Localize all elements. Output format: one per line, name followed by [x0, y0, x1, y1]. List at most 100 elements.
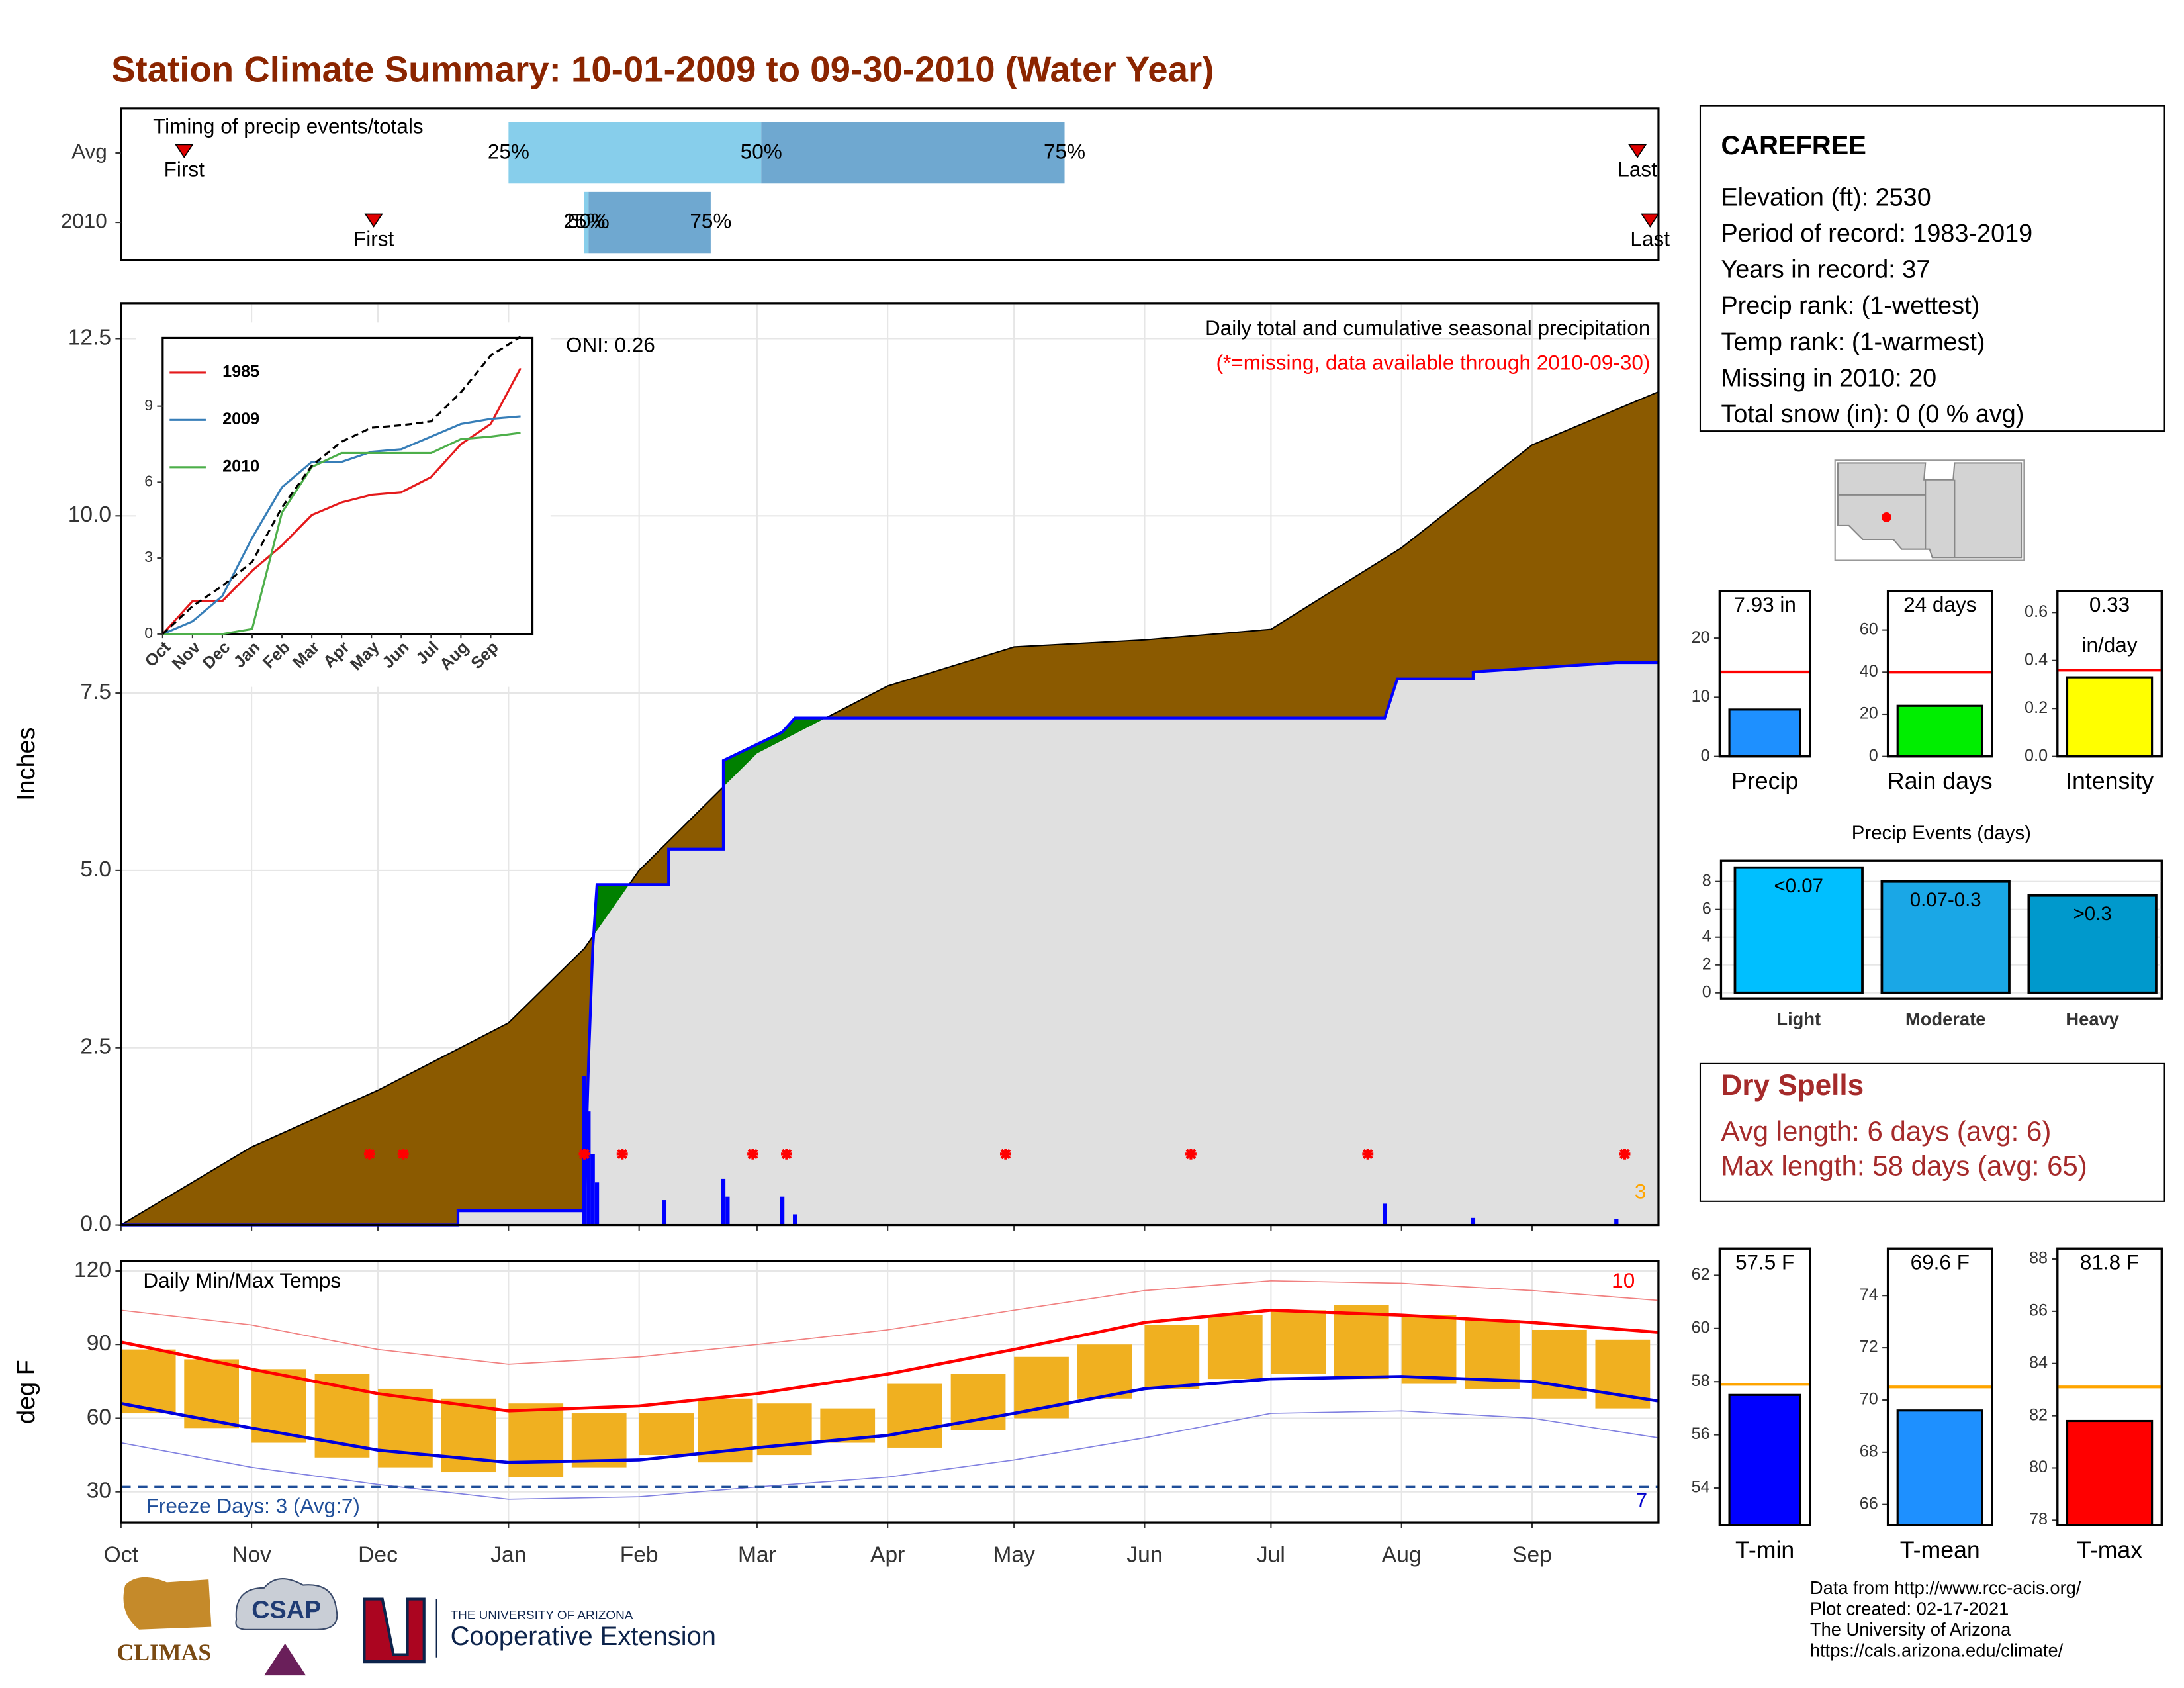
quartile-bar: [508, 122, 762, 184]
bar-label: <0.07: [1774, 875, 1823, 897]
legend-label: 2010: [222, 457, 259, 475]
temp-range-bar: [1401, 1315, 1457, 1384]
inset-line: [162, 432, 521, 635]
daily-bar: [662, 1200, 667, 1225]
y-tick-label: 56: [1692, 1425, 1710, 1443]
y-tick-label: 68: [1860, 1442, 1878, 1460]
missing-marker: [1185, 1149, 1197, 1160]
temp-line: [120, 1375, 1659, 1464]
event-marker: [364, 213, 383, 228]
daily-bar: [1614, 1219, 1619, 1225]
inset-line: [162, 415, 521, 635]
panel-border: [2056, 1247, 2163, 1526]
y-axis-label: deg F: [13, 1360, 40, 1424]
missing-marker: [578, 1149, 590, 1160]
deficit-area: [120, 663, 1659, 1225]
temp-range-bar: [1144, 1325, 1200, 1389]
unit-label: in/day: [2082, 633, 2138, 657]
marker-label: Last: [1617, 158, 1657, 181]
daily-bar: [586, 1111, 591, 1225]
corner-label: 3: [1635, 1180, 1647, 1203]
category-label: Moderate: [1905, 1009, 1985, 1029]
value-label: 69.6 F: [1911, 1250, 1970, 1274]
extension-text: Cooperative Extension: [451, 1622, 716, 1651]
x-tick-label: Sep: [1512, 1542, 1552, 1567]
y-tick-label: 6: [144, 472, 153, 489]
event-marker: [175, 144, 194, 158]
x-tick-label: Feb: [620, 1542, 659, 1567]
chart-title: Daily total and cumulative seasonal prec…: [1205, 316, 1650, 340]
y-tick-label: 10: [1692, 687, 1710, 706]
x-tick-label: Jun: [1126, 1542, 1162, 1567]
daily-bar: [1471, 1217, 1476, 1225]
y-tick-label: 0: [1869, 746, 1878, 765]
event-bar: [1733, 866, 1864, 994]
x-tick-label: Nov: [232, 1542, 271, 1567]
dry-spell-line: Max length: 58 days (avg: 65): [1721, 1150, 2087, 1182]
map: [1834, 459, 2025, 561]
station-name: CAREFREE: [1721, 131, 1866, 160]
y-tick-label: 9: [144, 397, 153, 414]
stat-bar: [1728, 708, 1801, 758]
daily-bar: [721, 1178, 726, 1225]
temp-range-bar: [1465, 1320, 1520, 1389]
station-line: Missing in 2010: 20: [1721, 364, 1936, 392]
missing-marker: [1000, 1149, 1011, 1160]
oni-label: ONI: 0.26: [566, 332, 655, 356]
footer-line: Plot created: 02-17-2021: [1810, 1599, 2009, 1619]
station-line: Years in record: 37: [1721, 256, 1930, 284]
y-tick-label: 54: [1692, 1478, 1710, 1497]
temp-line: [120, 1308, 1659, 1413]
y-tick-label: 72: [1860, 1338, 1878, 1356]
y-tick-label: 7.5: [80, 680, 111, 704]
temp-line: [120, 1410, 1659, 1500]
y-tick-label: 5.0: [80, 857, 111, 882]
footer-line: Data from http://www.rcc-acis.org/: [1810, 1577, 2081, 1598]
marker-label: First: [164, 158, 205, 181]
value-label: 0.33: [2089, 592, 2130, 616]
missing-marker: [397, 1149, 409, 1160]
csap-text: CSAP: [251, 1596, 321, 1624]
percent-label: 50%: [568, 209, 610, 232]
bottom-count: 7: [1636, 1488, 1648, 1512]
bar-label: 0.07-0.3: [1910, 889, 1981, 911]
value-label: 24 days: [1903, 592, 1976, 616]
y-tick-label: 70: [1860, 1390, 1878, 1409]
y-tick-label: 12.5: [68, 325, 111, 350]
percent-label: 50%: [741, 139, 782, 163]
y-tick-label: 20: [1860, 704, 1878, 723]
station-line: Temp rank: (1-warmest): [1721, 328, 1985, 356]
y-tick-label: 2: [1702, 955, 1711, 973]
row-label: 2010: [61, 209, 107, 232]
y-tick-label: 90: [87, 1331, 111, 1356]
y-tick-label: 4: [1702, 927, 1711, 945]
y-axis-label: Inches: [13, 727, 40, 801]
panel-border: [1718, 590, 1811, 758]
temp-range-bar: [1077, 1344, 1132, 1399]
percent-label: 75%: [1044, 139, 1085, 163]
stat-bar: [1896, 1409, 1983, 1526]
panel-border: [2056, 590, 2163, 758]
y-tick-label: 0: [1701, 746, 1710, 765]
y-tick-label: 0: [1702, 982, 1711, 1001]
y-tick-label: 8: [1702, 871, 1711, 890]
bar-label: >0.3: [2073, 903, 2112, 925]
stat-bar: [2066, 1419, 2154, 1526]
y-tick-label: 88: [2029, 1249, 2048, 1268]
y-tick-label: 0.6: [2025, 602, 2048, 621]
daily-bar: [594, 1182, 600, 1225]
daily-bar: [780, 1196, 785, 1225]
percent-label: 25%: [563, 209, 605, 232]
csap-logo: [235, 1577, 338, 1630]
stat-bar: [2066, 676, 2154, 758]
event-bar: [1880, 880, 2011, 994]
stat-bar: [1728, 1393, 1801, 1526]
category-label: Precip: [1731, 768, 1798, 794]
y-tick-label: 30: [87, 1479, 111, 1503]
missing-marker: [616, 1149, 628, 1160]
footer-line: The University of Arizona: [1810, 1619, 2011, 1640]
station-box: [1699, 105, 2165, 432]
y-tick-label: 80: [2029, 1458, 2048, 1476]
temp-range-bar: [639, 1413, 694, 1456]
